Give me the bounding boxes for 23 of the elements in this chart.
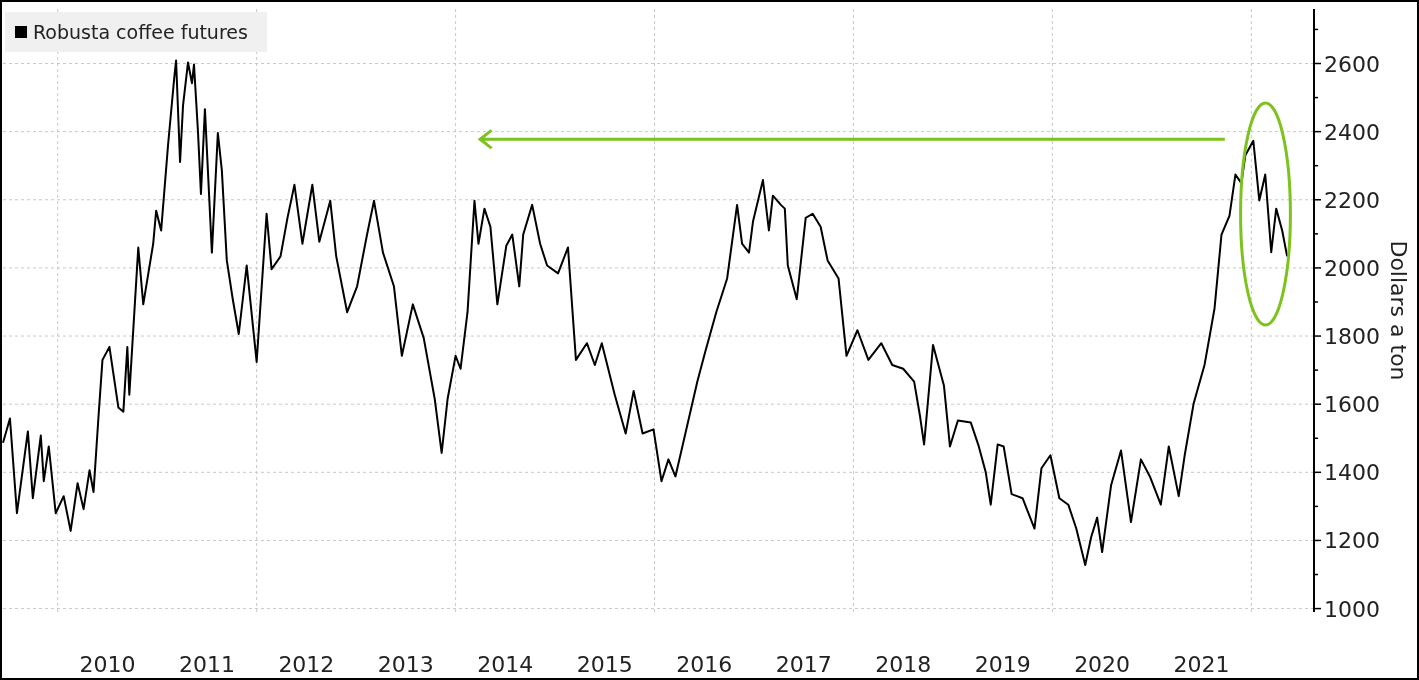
legend-label: Robusta coffee futures: [33, 21, 248, 43]
x-tick-label: 2010: [79, 652, 136, 677]
y-tick-label: 2000: [1324, 255, 1380, 281]
x-tick-label: 2015: [576, 652, 633, 677]
y-tick-label: 1000: [1324, 596, 1380, 622]
x-tick-label: 2012: [278, 652, 335, 677]
y-tick-label: 1800: [1324, 324, 1380, 350]
x-tick-label: 2014: [477, 652, 534, 677]
y-tick-label: 1200: [1324, 528, 1380, 554]
x-tick-label: 2020: [1074, 652, 1131, 677]
y-tick-label: 2400: [1324, 119, 1380, 145]
y-tick-label: 1400: [1324, 460, 1380, 486]
y-tick-label: 2200: [1324, 187, 1380, 213]
x-tick-label: 2013: [377, 652, 434, 677]
x-tick-label: 2018: [875, 652, 932, 677]
x-tick-label: 2011: [178, 652, 235, 677]
x-tick-label: 2021: [1173, 652, 1230, 677]
x-tick-label: 2016: [676, 652, 733, 677]
y-axis-title: Dollars a ton: [1386, 240, 1411, 381]
y-tick-label: 1600: [1324, 392, 1380, 418]
x-tick-label: 2017: [775, 652, 832, 677]
y-tick-label: 2600: [1324, 51, 1380, 77]
x-tick-label: 2019: [974, 652, 1031, 677]
